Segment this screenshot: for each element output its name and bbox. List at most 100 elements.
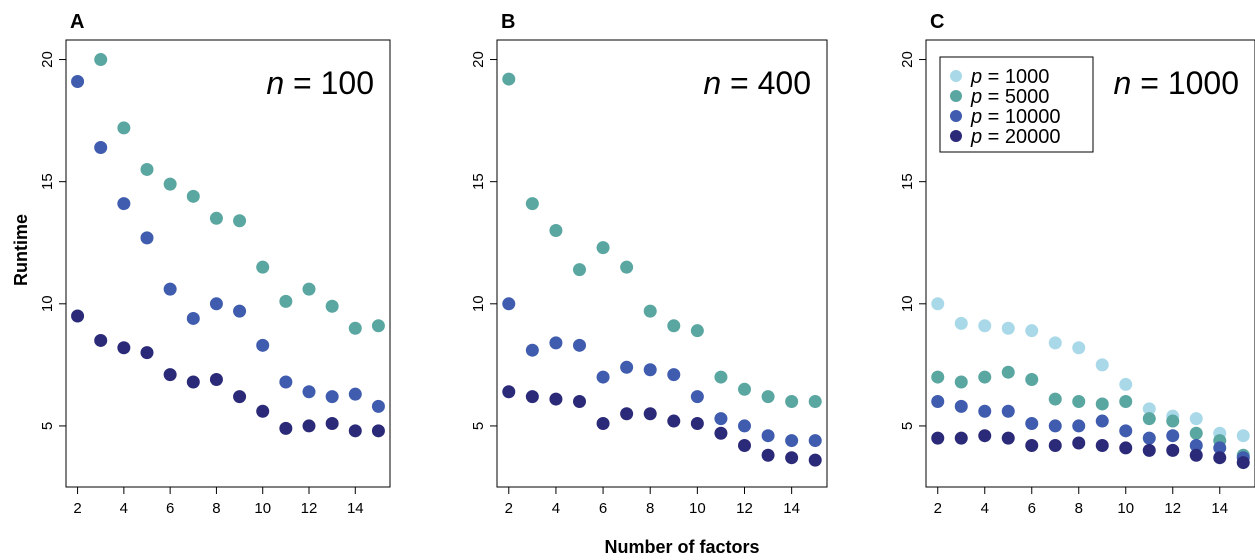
series-p-1000 xyxy=(931,297,1250,443)
data-point xyxy=(620,360,634,374)
data-point xyxy=(1189,438,1203,452)
y-tick-label: 15 xyxy=(39,173,56,190)
legend-var: p xyxy=(970,86,982,108)
data-point xyxy=(348,387,362,401)
data-point xyxy=(502,297,516,311)
data-point xyxy=(549,224,563,238)
legend-value: = 5000 xyxy=(982,86,1049,108)
sample-size-label: n = 100 xyxy=(266,65,374,101)
data-point xyxy=(549,392,563,406)
data-point xyxy=(525,343,539,357)
y-tick-label: 10 xyxy=(39,295,56,312)
data-point xyxy=(348,424,362,438)
data-point xyxy=(1119,395,1133,409)
data-point xyxy=(643,363,657,377)
panel-a: A 2 4 6 8 10 12 14 5 10 15 20 n = 100 xyxy=(39,11,391,517)
plot-frame xyxy=(496,39,828,488)
data-point xyxy=(1025,324,1039,338)
data-point xyxy=(302,282,316,296)
data-point xyxy=(1189,448,1203,462)
data-point xyxy=(1048,419,1062,433)
x-tick-label: 8 xyxy=(212,500,220,517)
data-point xyxy=(71,309,85,323)
y-tick-label: 5 xyxy=(470,422,487,430)
data-point xyxy=(186,311,200,325)
data-point xyxy=(808,453,822,467)
data-point xyxy=(140,162,154,176)
series-p-10000 xyxy=(502,297,822,448)
data-point xyxy=(117,197,131,211)
data-point xyxy=(596,241,610,255)
data-point xyxy=(117,121,131,135)
data-points xyxy=(931,297,1250,470)
data-point xyxy=(978,319,992,333)
data-point xyxy=(1025,438,1039,452)
data-point xyxy=(954,431,968,445)
legend-value: = 1000 xyxy=(982,66,1049,88)
data-point xyxy=(209,211,223,225)
series-p-20000 xyxy=(71,309,385,438)
series-p-10000 xyxy=(931,395,1250,465)
data-point xyxy=(690,390,704,404)
data-point xyxy=(94,140,108,154)
data-point xyxy=(279,375,293,389)
data-point xyxy=(978,404,992,418)
data-point xyxy=(1189,412,1203,426)
x-tick-label: 6 xyxy=(1028,500,1036,517)
plot-frame xyxy=(925,39,1255,488)
data-point xyxy=(667,414,681,428)
legend-value: = 20000 xyxy=(982,126,1060,148)
data-point xyxy=(209,297,223,311)
x-tick-label: 14 xyxy=(783,500,800,517)
data-point xyxy=(163,177,177,191)
data-point xyxy=(502,72,516,86)
x-tick-label: 2 xyxy=(73,500,81,517)
data-point xyxy=(302,419,316,433)
x-tick-label: 14 xyxy=(1211,500,1228,517)
data-point xyxy=(1236,456,1250,470)
data-point xyxy=(596,370,610,384)
data-point xyxy=(714,412,728,426)
y-tick-label: 15 xyxy=(899,173,916,190)
data-point xyxy=(1119,424,1133,438)
x-tick-label: 8 xyxy=(646,500,654,517)
y-tick-label: 10 xyxy=(899,295,916,312)
legend-label: p = 1000 xyxy=(970,66,1049,88)
data-point xyxy=(1072,395,1086,409)
data-point xyxy=(761,429,775,443)
data-point xyxy=(573,263,586,277)
data-point xyxy=(931,395,945,409)
data-point xyxy=(140,231,154,245)
x-tick-label: 10 xyxy=(1117,500,1134,517)
panels: A 2 4 6 8 10 12 14 5 10 15 20 n = 100 B 2 4 6 8 10 12 14 5 10 1… xyxy=(39,11,1255,517)
data-point xyxy=(954,375,968,389)
x-tick-label: 10 xyxy=(689,500,706,517)
x-axis-title: Number of factors xyxy=(604,537,759,557)
x-tick-label: 6 xyxy=(166,500,174,517)
data-point xyxy=(620,407,634,421)
data-point xyxy=(1213,451,1227,465)
y-tick-label: 20 xyxy=(470,51,487,68)
data-point xyxy=(94,53,108,67)
data-point xyxy=(371,424,385,438)
data-point xyxy=(525,390,539,404)
data-point xyxy=(978,370,992,384)
sample-size-value: = 400 xyxy=(721,65,811,101)
data-point xyxy=(71,75,85,89)
data-point xyxy=(1236,429,1250,443)
legend-label: p = 5000 xyxy=(970,86,1049,108)
data-point xyxy=(714,370,728,384)
data-point xyxy=(163,368,177,382)
data-point xyxy=(233,214,247,228)
x-tick-label: 4 xyxy=(981,500,989,517)
y-tick-label: 20 xyxy=(899,51,916,68)
data-point xyxy=(1189,426,1203,440)
data-point xyxy=(256,260,270,274)
data-points xyxy=(71,53,385,438)
sample-size-value: = 1000 xyxy=(1131,65,1239,101)
data-point xyxy=(643,407,657,421)
data-point xyxy=(348,321,362,335)
data-point xyxy=(1072,341,1086,355)
data-point xyxy=(785,451,799,465)
